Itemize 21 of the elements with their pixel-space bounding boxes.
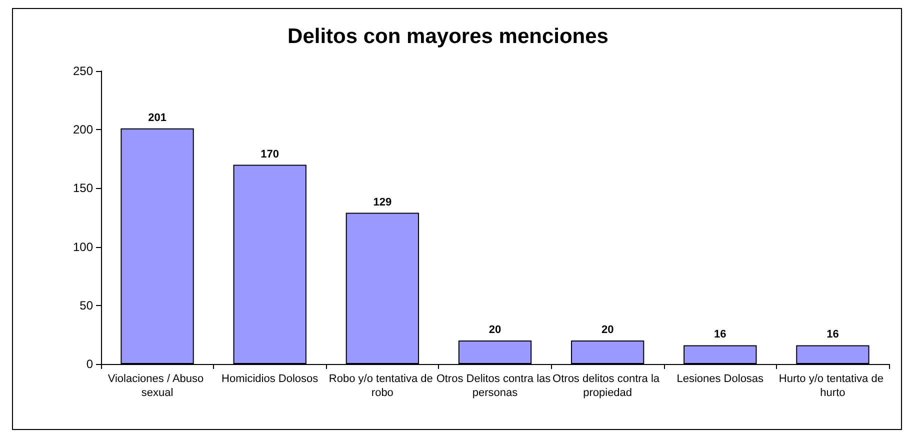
y-tick-label: 250 (72, 64, 94, 78)
y-tick-label: 0 (86, 357, 94, 371)
y-tick-label: 150 (72, 181, 94, 196)
data-label: 129 (373, 196, 392, 208)
data-label: 16 (714, 328, 726, 341)
x-tick-label: Otros Delitos contra las personas (436, 373, 554, 399)
data-label: 201 (148, 112, 166, 124)
x-tick-label: Violaciones / Abuso sexual (108, 373, 207, 399)
x-tick-label: Homicidios Dolosos (222, 373, 319, 385)
x-tick-label: Hurto y/o tentativa de hurto (778, 373, 887, 399)
y-tick-label: 50 (80, 298, 94, 312)
y-tick-label: 200 (72, 122, 94, 137)
data-label: 20 (488, 324, 502, 336)
data-label: 16 (826, 328, 839, 341)
x-tick-label: Lesiones Dolosas (676, 373, 764, 385)
data-label: 20 (601, 324, 614, 336)
x-tick-label: Robo y/o tentativa de robo (328, 373, 436, 399)
chart-title: Delitos con mayores menciones (288, 25, 608, 48)
y-tick-label: 100 (72, 240, 94, 254)
x-tick-label: Otros delitos contra la propiedad (552, 373, 663, 399)
data-label: 170 (260, 148, 280, 160)
